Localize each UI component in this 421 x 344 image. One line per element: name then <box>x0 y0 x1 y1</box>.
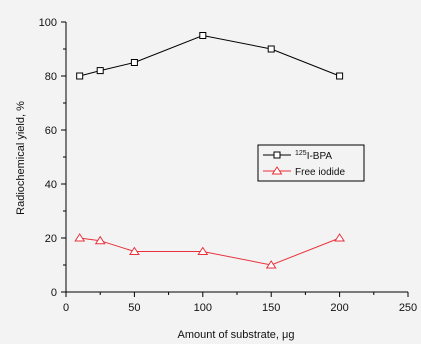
data-point <box>197 246 209 255</box>
legend-marker <box>271 166 283 175</box>
x-tick-label: 50 <box>128 302 140 314</box>
data-point <box>199 32 207 39</box>
axes: 0 20 40 60 80 100 0 50 100 150 200 250 <box>39 17 418 314</box>
y-tick-label: 60 <box>45 125 57 137</box>
legend-entry-label: Free iodide <box>295 167 345 178</box>
x-tick-label: 0 <box>63 302 69 314</box>
y-tick-label: 100 <box>39 17 57 29</box>
series-free-iodide <box>74 233 346 269</box>
legend: 125I-BPA Free iodide <box>257 144 365 182</box>
data-point <box>334 233 346 242</box>
data-point <box>265 260 277 269</box>
y-tick-label: 40 <box>45 179 57 191</box>
series-i-bpa <box>76 32 344 80</box>
data-point <box>74 233 86 242</box>
legend-marker <box>273 151 281 159</box>
x-axis-title: Amount of substrate, μg <box>177 329 294 341</box>
x-tick-label: 250 <box>399 302 417 314</box>
series-line <box>79 237 340 266</box>
y-axis-title: Radiochemical yield, % <box>15 101 27 215</box>
legend-name: I-BPA <box>307 151 333 162</box>
data-point <box>128 246 140 255</box>
x-tick-label: 150 <box>262 302 280 314</box>
x-tick-label: 200 <box>330 302 348 314</box>
legend-box <box>257 144 365 182</box>
data-point <box>336 72 344 80</box>
y-tick-label: 0 <box>51 287 57 299</box>
data-point <box>267 45 275 53</box>
legend-superscript: 125 <box>295 150 307 157</box>
y-tick-label: 80 <box>45 71 57 83</box>
data-point <box>96 67 104 75</box>
series-layer <box>74 32 346 269</box>
data-point <box>76 72 84 80</box>
legend-entry-label: 125I-BPA <box>295 150 332 162</box>
series-line <box>79 34 340 77</box>
data-point <box>94 235 106 245</box>
x-tick-label: 100 <box>194 302 212 314</box>
y-tick-label: 20 <box>45 233 57 245</box>
data-point <box>130 59 138 66</box>
